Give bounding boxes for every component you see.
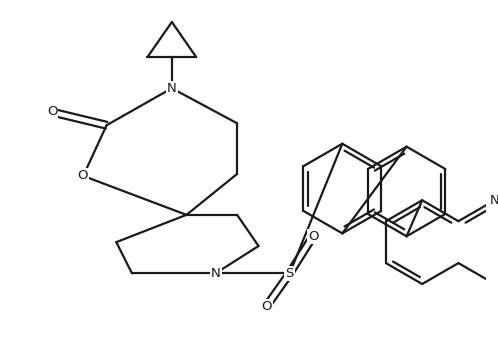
Text: O: O [261,300,271,313]
Text: N: N [490,194,498,207]
Text: N: N [211,267,221,280]
Text: S: S [285,267,294,280]
Text: N: N [167,82,177,95]
Text: O: O [308,230,318,243]
Text: O: O [47,105,57,118]
Text: O: O [77,169,88,182]
